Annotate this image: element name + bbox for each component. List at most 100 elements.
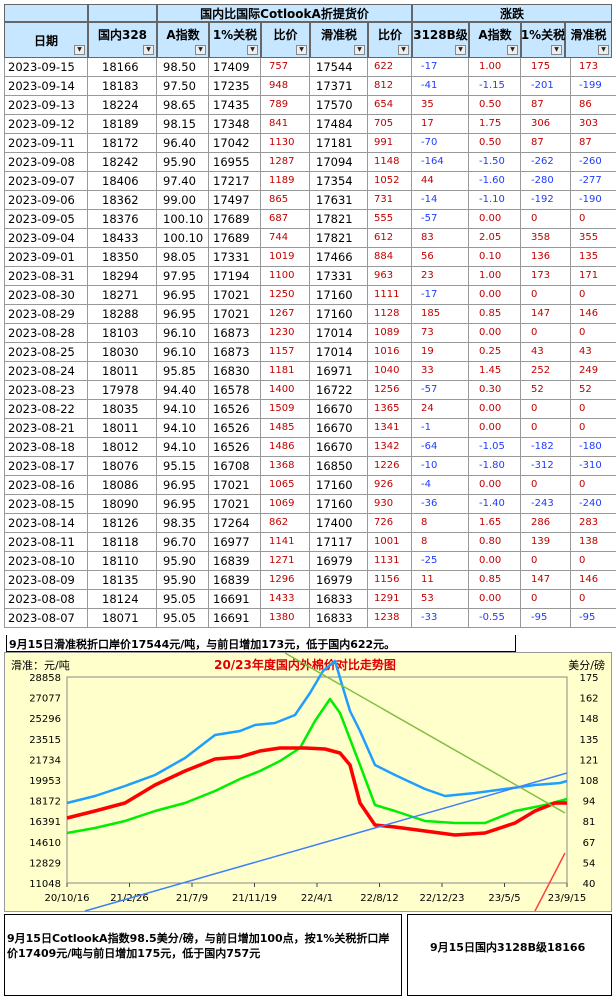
cell-chd[interactable]: 0 — [521, 476, 571, 495]
cell-duty[interactable]: 17021 — [209, 476, 261, 495]
filter-dropdown-icon[interactable] — [296, 45, 307, 55]
cell-a[interactable]: 95.90 — [157, 153, 209, 172]
header-ch-a[interactable]: A指数 — [469, 22, 521, 58]
cell-ch[interactable]: -57 — [412, 381, 469, 400]
cell-ch[interactable]: -36 — [412, 495, 469, 514]
cell-chs[interactable]: -260 — [571, 153, 616, 172]
cell-date[interactable]: 2023-08-22 — [4, 400, 88, 419]
cell-chd[interactable]: 139 — [521, 533, 571, 552]
cell-a[interactable]: 95.90 — [157, 571, 209, 590]
cell-duty[interactable]: 16977 — [209, 533, 261, 552]
cell-chs[interactable]: 86 — [571, 96, 616, 115]
cell-duty[interactable]: 16691 — [209, 590, 261, 609]
cell-dom[interactable]: 18224 — [88, 96, 157, 115]
cell-ratio2[interactable]: 731 — [368, 191, 412, 210]
cell-chd[interactable]: 0 — [521, 400, 571, 419]
cell-chd[interactable]: 147 — [521, 571, 571, 590]
cell-chd[interactable]: 173 — [521, 267, 571, 286]
cell-chs[interactable]: -95 — [571, 609, 616, 628]
cell-slide[interactable]: 17331 — [310, 267, 368, 286]
cell-ch[interactable]: 24 — [412, 400, 469, 419]
cell-date[interactable]: 2023-08-17 — [4, 457, 88, 476]
cell-chs[interactable]: -199 — [571, 77, 616, 96]
cell-cha[interactable]: 1.75 — [469, 115, 521, 134]
cell-dom[interactable]: 18242 — [88, 153, 157, 172]
cell-dom[interactable]: 18030 — [88, 343, 157, 362]
cell-duty[interactable]: 16526 — [209, 400, 261, 419]
cell-chd[interactable]: -201 — [521, 77, 571, 96]
cell-dom[interactable]: 18035 — [88, 400, 157, 419]
cell-chd[interactable]: 0 — [521, 210, 571, 229]
cell-a[interactable]: 96.40 — [157, 134, 209, 153]
cell-dom[interactable]: 18076 — [88, 457, 157, 476]
cell-cha[interactable]: -1.10 — [469, 191, 521, 210]
table-row[interactable]: 2023-08-21 18011 94.10 16526 1485 16670 1341 -1… — [4, 419, 616, 438]
cell-dom[interactable]: 18126 — [88, 514, 157, 533]
cell-ratio2[interactable]: 884 — [368, 248, 412, 267]
cell-slide[interactable]: 17570 — [310, 96, 368, 115]
cell-date[interactable]: 2023-09-04 — [4, 229, 88, 248]
cell-chs[interactable]: 0 — [571, 324, 616, 343]
cell-cha[interactable]: 1.00 — [469, 267, 521, 286]
cell-chs[interactable]: 0 — [571, 400, 616, 419]
cell-ratio2[interactable]: 1291 — [368, 590, 412, 609]
cell-a[interactable]: 95.05 — [157, 590, 209, 609]
cell-chs[interactable]: -180 — [571, 438, 616, 457]
cell-chd[interactable]: 175 — [521, 58, 571, 77]
cell-chs[interactable]: 0 — [571, 286, 616, 305]
header-date[interactable]: 日期 — [4, 22, 88, 58]
cell-cha[interactable]: 0.80 — [469, 533, 521, 552]
cell-dom[interactable]: 18271 — [88, 286, 157, 305]
cell-chs[interactable]: 171 — [571, 267, 616, 286]
filter-dropdown-icon[interactable] — [398, 45, 409, 55]
cell-ratio[interactable]: 862 — [261, 514, 310, 533]
cell-date[interactable]: 2023-08-14 — [4, 514, 88, 533]
cell-a[interactable]: 97.40 — [157, 172, 209, 191]
cell-a[interactable]: 94.10 — [157, 419, 209, 438]
cell-ch[interactable]: -41 — [412, 77, 469, 96]
cell-ratio2[interactable]: 654 — [368, 96, 412, 115]
cell-date[interactable]: 2023-08-30 — [4, 286, 88, 305]
cell-chs[interactable]: 303 — [571, 115, 616, 134]
table-row[interactable]: 2023-09-11 18172 96.40 17042 1130 17181 991 -70… — [4, 134, 616, 153]
cell-a[interactable]: 100.10 — [157, 210, 209, 229]
filter-dropdown-icon[interactable] — [354, 45, 365, 55]
table-row[interactable]: 2023-08-18 18012 94.10 16526 1486 16670 1342 -6… — [4, 438, 616, 457]
cell-ratio[interactable]: 1157 — [261, 343, 310, 362]
header-ch-slide[interactable]: 滑准税 — [565, 22, 612, 58]
cell-ratio2[interactable]: 930 — [368, 495, 412, 514]
cell-ratio[interactable]: 1287 — [261, 153, 310, 172]
cell-ratio2[interactable]: 1256 — [368, 381, 412, 400]
cell-dom[interactable]: 18172 — [88, 134, 157, 153]
cell-chs[interactable]: 0 — [571, 590, 616, 609]
cell-ratio2[interactable]: 991 — [368, 134, 412, 153]
cell-chs[interactable]: 0 — [571, 419, 616, 438]
cell-ratio[interactable]: 865 — [261, 191, 310, 210]
cell-dom[interactable]: 18183 — [88, 77, 157, 96]
cell-ratio2[interactable]: 1001 — [368, 533, 412, 552]
table-row[interactable]: 2023-08-08 18124 95.05 16691 1433 16833 1291 53… — [4, 590, 616, 609]
filter-dropdown-icon[interactable] — [195, 45, 206, 55]
cell-duty[interactable]: 16691 — [209, 609, 261, 628]
cell-dom[interactable]: 18012 — [88, 438, 157, 457]
cell-duty[interactable]: 17409 — [209, 58, 261, 77]
cell-cha[interactable]: 0.00 — [469, 590, 521, 609]
header-ratio2[interactable]: 比价 — [368, 22, 412, 58]
filter-dropdown-icon[interactable] — [507, 45, 518, 55]
cell-ratio[interactable]: 1509 — [261, 400, 310, 419]
header-ratio[interactable]: 比价 — [261, 22, 310, 58]
table-row[interactable]: 2023-08-28 18103 96.10 16873 1230 17014 1089 73… — [4, 324, 616, 343]
table-row[interactable]: 2023-08-09 18135 95.90 16839 1296 16979 1156 11… — [4, 571, 616, 590]
cell-chs[interactable]: 249 — [571, 362, 616, 381]
table-row[interactable]: 2023-08-22 18035 94.10 16526 1509 16670 1365 24… — [4, 400, 616, 419]
cell-ratio2[interactable]: 963 — [368, 267, 412, 286]
header-ch-3128[interactable]: 3128B级 — [412, 22, 469, 58]
cell-slide[interactable]: 16670 — [310, 438, 368, 457]
cell-ratio[interactable]: 948 — [261, 77, 310, 96]
cell-ratio2[interactable]: 1226 — [368, 457, 412, 476]
cell-date[interactable]: 2023-08-24 — [4, 362, 88, 381]
cell-cha[interactable]: 0.85 — [469, 571, 521, 590]
filter-dropdown-icon[interactable] — [551, 45, 562, 55]
cell-duty[interactable]: 17021 — [209, 305, 261, 324]
table-row[interactable]: 2023-09-15 18166 98.50 17409 757 17544 622 -17 1… — [4, 58, 616, 77]
